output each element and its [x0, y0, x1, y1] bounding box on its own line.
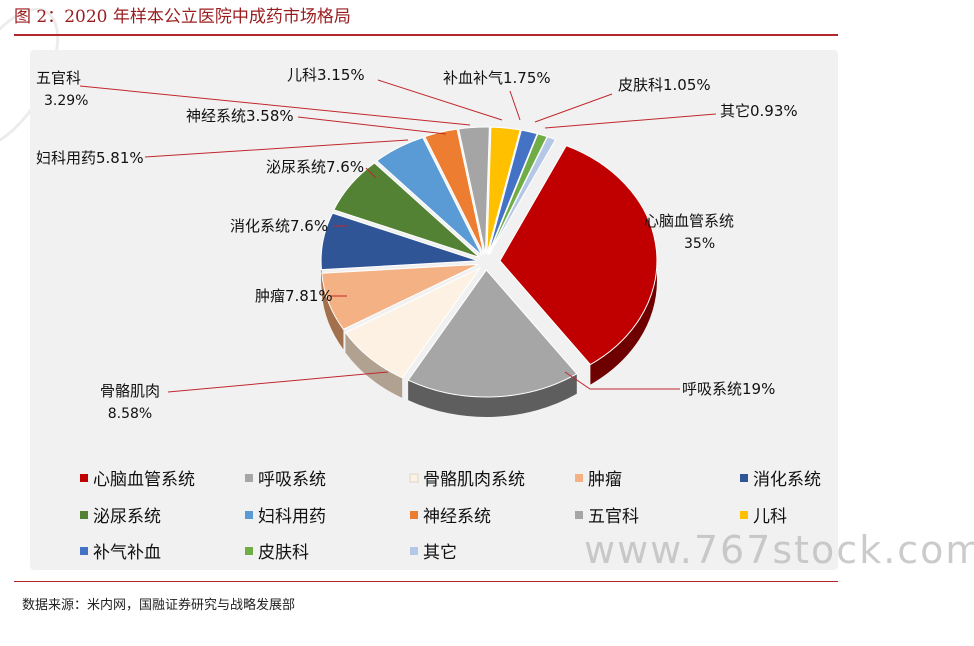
slice-13-label: 其它0.93% — [720, 102, 798, 120]
slice-11-label: 补血补气1.75% — [443, 69, 551, 87]
title-rule — [14, 34, 838, 36]
legend-swatch — [410, 511, 418, 519]
slice-3-value-label: 8.58% — [108, 406, 152, 422]
legend-item: 妇科用药 — [245, 507, 326, 527]
slice-9-value-label: 3.29% — [44, 93, 88, 109]
watermark: www.767stock.com — [584, 528, 974, 572]
slice-11 — [487, 129, 538, 255]
slice-4-side — [321, 273, 344, 350]
legend-item: 骨骼肌肉系统 — [409, 470, 525, 490]
slice-12-leader — [534, 93, 613, 123]
legend-swatch — [80, 474, 88, 482]
slice-7 — [375, 136, 483, 256]
legend-item: 呼吸系统 — [245, 470, 326, 490]
legend-label: 补气补血 — [93, 543, 161, 563]
slice-1-label: 心脑血管系统 — [644, 212, 734, 230]
slice-4 — [321, 263, 479, 330]
slice-2-leader — [564, 371, 680, 390]
legend-label: 皮肤科 — [258, 543, 309, 563]
legend-label: 儿科 — [753, 507, 787, 527]
legend-item: 五官科 — [575, 507, 639, 527]
legend-label: 呼吸系统 — [258, 470, 326, 490]
legend-swatch — [409, 473, 419, 483]
slice-10-leader — [377, 79, 503, 121]
source-note: 数据来源：米内网，国融证券研究与战略发展部 — [22, 598, 296, 613]
slice-2 — [407, 269, 578, 398]
slice-12-label: 皮肤科1.05% — [618, 76, 711, 94]
legend-label: 神经系统 — [423, 507, 491, 527]
legend-item: 皮肤科 — [245, 543, 309, 563]
slice-2-side — [408, 373, 577, 417]
legend-item: 肿瘤 — [575, 470, 622, 490]
slice-10-label: 儿科3.15% — [287, 66, 365, 84]
legend-label: 骨骼肌肉系统 — [423, 470, 525, 490]
legend-swatch — [410, 547, 418, 555]
slice-1 — [499, 145, 658, 366]
slice-5-label: 消化系统7.6% — [230, 217, 328, 235]
slice-11-leader — [509, 90, 521, 121]
legend-swatch — [740, 511, 748, 519]
pie-labels: 心脑血管系统 35% 呼吸系统19% 骨骼肌肉 8.58% 肿瘤7.81% 消化系统7.6%… — [36, 66, 798, 422]
legend-swatch — [575, 511, 583, 519]
legend-item: 消化系统 — [740, 470, 821, 490]
slice-9-label: 五官科 — [36, 69, 81, 87]
slice-8 — [424, 128, 485, 255]
slice-8-label: 神经系统3.58% — [186, 107, 294, 125]
legend-item: 心脑血管系统 — [80, 470, 195, 490]
source-rule — [14, 581, 838, 582]
slice-9-leader — [79, 85, 471, 126]
legend-swatch — [245, 547, 253, 555]
slice-7-leader — [144, 139, 409, 158]
legend-swatch — [245, 474, 253, 482]
legend-label: 心脑血管系统 — [93, 470, 195, 490]
slice-6-label: 泌尿系统7.6% — [266, 158, 364, 176]
legend-swatch — [245, 511, 253, 519]
slice-7-label: 妇科用药5.81% — [36, 149, 144, 167]
legend-label: 其它 — [423, 543, 457, 563]
legend-item: 其它 — [410, 543, 457, 563]
legend-label: 消化系统 — [753, 470, 821, 490]
slice-1-value-label: 35% — [684, 236, 715, 252]
slice-1-side — [590, 260, 657, 385]
slice-6 — [333, 162, 480, 258]
legend-item: 泌尿系统 — [80, 507, 161, 527]
slice-4-label: 肿瘤7.81% — [255, 287, 333, 305]
legend-label: 五官科 — [588, 507, 639, 527]
slice-10 — [486, 126, 521, 255]
slice-13-leader — [544, 113, 717, 129]
legend-item: 儿科 — [740, 507, 787, 527]
slice-3 — [344, 267, 481, 379]
legend-swatch — [80, 547, 88, 555]
legend-swatch — [740, 474, 748, 482]
slice-9 — [458, 126, 490, 255]
pie-slices — [320, 126, 658, 398]
slice-2-label: 呼吸系统19% — [682, 380, 775, 398]
slice-3-label: 骨骼肌肉 — [100, 382, 160, 400]
slice-5 — [320, 212, 479, 271]
legend-swatch — [80, 511, 88, 519]
legend-item: 补气补血 — [80, 543, 161, 563]
slice-6-leader — [365, 167, 377, 179]
legend-label: 泌尿系统 — [93, 507, 161, 527]
figure-title: 图 2：2020 年样本公立医院中成药市场格局 — [14, 7, 351, 27]
legend-swatch — [575, 474, 583, 482]
legend-item: 神经系统 — [410, 507, 491, 527]
slice-13 — [488, 136, 557, 255]
slice-3-leader — [167, 371, 389, 393]
slice-8-leader — [297, 116, 447, 135]
legend-label: 肿瘤 — [588, 470, 622, 490]
legend-label: 妇科用药 — [258, 507, 326, 527]
